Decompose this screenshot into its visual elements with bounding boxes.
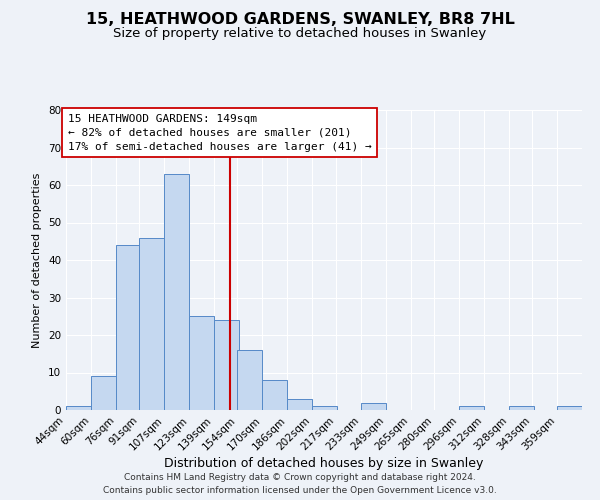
Bar [189, 316, 214, 410]
Bar [139, 238, 164, 410]
X-axis label: Distribution of detached houses by size in Swanley: Distribution of detached houses by size … [164, 458, 484, 470]
Text: Contains HM Land Registry data © Crown copyright and database right 2024.: Contains HM Land Registry data © Crown c… [124, 474, 476, 482]
Text: Size of property relative to detached houses in Swanley: Size of property relative to detached ho… [113, 28, 487, 40]
Bar [557, 406, 582, 410]
Bar [91, 376, 116, 410]
Bar [262, 380, 287, 410]
Bar [238, 350, 262, 410]
Y-axis label: Number of detached properties: Number of detached properties [32, 172, 43, 348]
Bar [214, 320, 239, 410]
Bar [313, 406, 337, 410]
Text: Contains public sector information licensed under the Open Government Licence v3: Contains public sector information licen… [103, 486, 497, 495]
Bar [66, 406, 91, 410]
Bar [361, 402, 386, 410]
Bar [287, 399, 313, 410]
Text: 15, HEATHWOOD GARDENS, SWANLEY, BR8 7HL: 15, HEATHWOOD GARDENS, SWANLEY, BR8 7HL [86, 12, 514, 28]
Bar [116, 245, 141, 410]
Bar [164, 174, 189, 410]
Text: 15 HEATHWOOD GARDENS: 149sqm
← 82% of detached houses are smaller (201)
17% of s: 15 HEATHWOOD GARDENS: 149sqm ← 82% of de… [68, 114, 371, 152]
Bar [459, 406, 484, 410]
Bar [509, 406, 533, 410]
